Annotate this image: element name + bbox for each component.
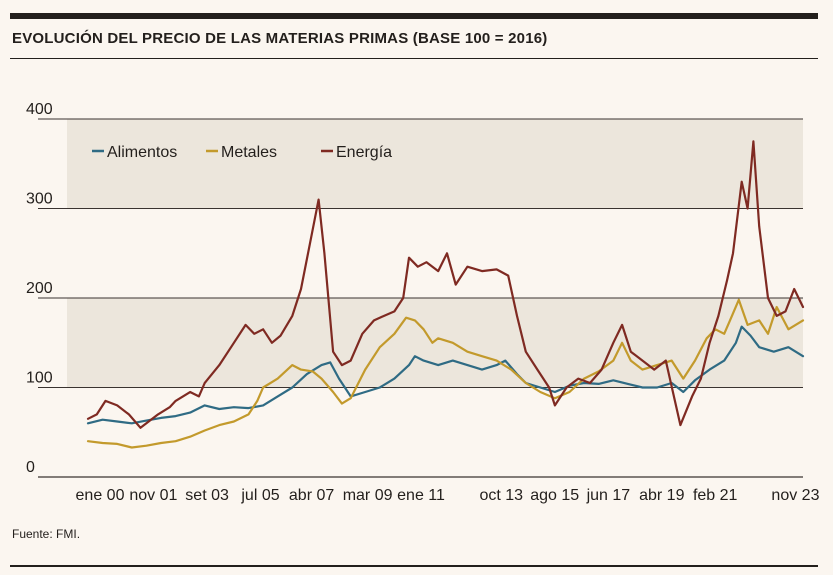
x-tick-label: abr 19 xyxy=(639,487,684,504)
legend-label: Alimentos xyxy=(107,144,177,161)
y-axis-ticks: 0 100 200 300 400 xyxy=(26,101,53,476)
chart-title: EVOLUCIÓN DEL PRECIO DE LAS MATERIAS PRI… xyxy=(12,30,548,47)
legend-label: Energía xyxy=(336,144,392,161)
y-tick-label: 300 xyxy=(26,191,53,208)
legend-label: Metales xyxy=(221,144,277,161)
x-axis-ticks: ene 00 nov 01 set 03 jul 05 abr 07 mar 09 ene … xyxy=(76,487,820,504)
series-line-energía xyxy=(86,140,805,429)
x-tick-label: nov 23 xyxy=(771,487,819,504)
x-tick-label: mar 09 xyxy=(343,487,393,504)
y-tick-label: 200 xyxy=(26,280,53,297)
x-tick-label: jul 05 xyxy=(240,487,279,504)
top-rule xyxy=(10,13,818,19)
x-tick-label: ene 00 xyxy=(76,487,125,504)
x-tick-label: oct 13 xyxy=(479,487,523,504)
y-tick-label: 100 xyxy=(26,370,53,387)
gridlines xyxy=(38,118,803,478)
x-tick-label: ago 15 xyxy=(530,487,579,504)
shaded-band-0 xyxy=(67,119,803,209)
shaded-band-1 xyxy=(67,298,803,388)
source-note: Fuente: FMI. xyxy=(12,527,81,541)
x-tick-label: jun 17 xyxy=(586,487,631,504)
series-lines xyxy=(86,140,805,449)
line-chart: 0 100 200 300 400 ene 00 nov 01 set 03 jul 05 ab… xyxy=(26,101,820,504)
y-tick-label: 400 xyxy=(26,101,53,118)
series-line-alimentos xyxy=(86,325,805,425)
legend: Alimentos Metales Energía xyxy=(92,144,392,161)
x-tick-label: set 03 xyxy=(185,487,229,504)
series-line-metales xyxy=(86,298,805,449)
shaded-bands xyxy=(67,119,803,388)
x-tick-label: ene 11 xyxy=(397,487,445,504)
x-tick-label: abr 07 xyxy=(289,487,334,504)
x-tick-label: feb 21 xyxy=(693,487,738,504)
y-tick-label: 0 xyxy=(26,459,35,476)
bottom-rule xyxy=(10,565,818,567)
title-rule xyxy=(10,58,818,59)
x-tick-label: nov 01 xyxy=(129,487,177,504)
